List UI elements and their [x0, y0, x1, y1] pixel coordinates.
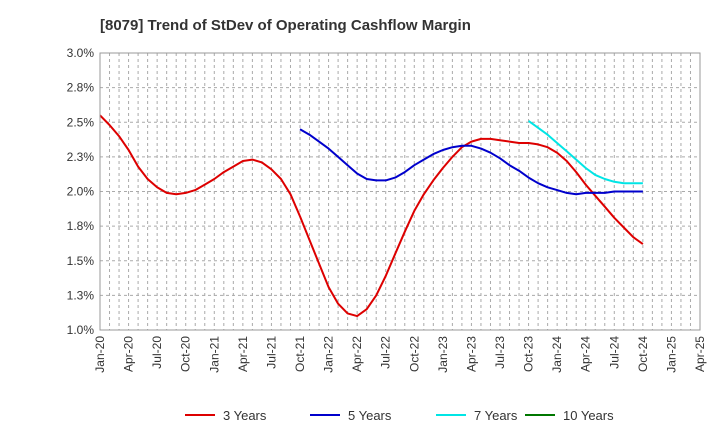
x-tick-label: Jul-20	[150, 336, 164, 369]
y-tick-label: 3.0%	[67, 46, 95, 60]
x-tick-label: Jul-23	[493, 336, 507, 369]
series-line-5-years	[299, 128, 643, 196]
legend-label: 5 Years	[348, 408, 392, 423]
y-tick-label: 2.8%	[67, 81, 95, 95]
y-tick-label: 1.3%	[67, 288, 95, 302]
x-tick-label: Jan-21	[207, 336, 221, 373]
x-tick-label: Apr-23	[464, 336, 478, 372]
series-line-3-years	[99, 114, 644, 318]
x-tick-label: Apr-22	[350, 336, 364, 372]
plot-border	[99, 52, 701, 331]
legend-label: 7 Years	[474, 408, 518, 423]
y-tick-label: 1.0%	[67, 323, 95, 337]
x-tick-label: Apr-24	[579, 336, 593, 372]
x-tick-label: Oct-23	[522, 336, 536, 372]
x-tick-label: Jan-24	[550, 336, 564, 373]
grid	[100, 53, 700, 330]
x-tick-label: Oct-20	[179, 336, 193, 372]
x-tick-label: Jan-23	[436, 336, 450, 373]
series-line-7-years	[528, 120, 643, 185]
y-tick-label: 1.8%	[67, 219, 95, 233]
x-tick-label: Apr-25	[693, 336, 707, 372]
y-tick-label: 1.5%	[67, 254, 95, 268]
x-tick-label: Jul-21	[264, 336, 278, 369]
series-lines	[99, 114, 644, 318]
y-axis: 1.0% 1.3% 1.5% 1.8% 2.0% 2.3% 2.5% 2.8% 3.0%	[67, 46, 95, 337]
legend: 3 Years 5 Years 7 Years 10 Years	[185, 408, 614, 423]
x-tick-label: Jan-25	[664, 336, 678, 373]
y-tick-label: 2.5%	[67, 115, 95, 129]
x-tick-label: Jul-22	[379, 336, 393, 369]
chart-title: [8079] Trend of StDev of Operating Cashf…	[100, 17, 471, 34]
x-tick-label: Apr-20	[122, 336, 136, 372]
x-tick-label: Jan-22	[322, 336, 336, 373]
y-tick-label: 2.3%	[67, 150, 95, 164]
x-tick-label: Jul-24	[607, 336, 621, 369]
legend-label: 3 Years	[223, 408, 267, 423]
legend-label: 10 Years	[563, 408, 614, 423]
x-tick-label: Oct-21	[293, 336, 307, 372]
x-tick-label: Apr-21	[236, 336, 250, 372]
x-tick-label: Jan-20	[93, 336, 107, 373]
x-axis: Jan-20 Apr-20 Jul-20 Oct-20 Jan-21 Apr-21 Jul-…	[93, 336, 707, 373]
x-tick-label: Oct-24	[636, 336, 650, 372]
x-tick-label: Oct-22	[407, 336, 421, 372]
y-tick-label: 2.0%	[67, 185, 95, 199]
